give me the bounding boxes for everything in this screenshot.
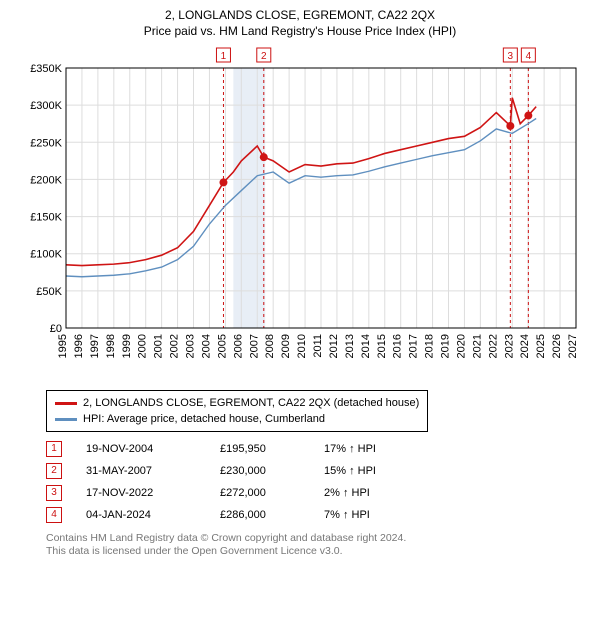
event-date: 17-NOV-2022	[86, 482, 196, 504]
svg-text:2012: 2012	[328, 334, 340, 358]
svg-text:2011: 2011	[312, 334, 324, 358]
event-price: £286,000	[220, 504, 300, 526]
svg-text:2003: 2003	[185, 334, 197, 358]
svg-text:£300K: £300K	[30, 100, 62, 112]
svg-text:2: 2	[261, 51, 267, 62]
svg-text:2018: 2018	[424, 334, 436, 358]
svg-text:2026: 2026	[551, 334, 563, 358]
legend: 2, LONGLANDS CLOSE, EGREMONT, CA22 2QX (…	[46, 390, 428, 432]
svg-text:2023: 2023	[503, 334, 515, 358]
event-date: 19-NOV-2004	[86, 438, 196, 460]
title-main: 2, LONGLANDS CLOSE, EGREMONT, CA22 2QX	[10, 8, 590, 22]
event-marker: 2	[46, 463, 62, 479]
svg-text:2027: 2027	[567, 334, 579, 358]
event-row: 1 19-NOV-2004 £195,950 17% ↑ HPI	[46, 438, 590, 460]
events-table: 1 19-NOV-2004 £195,950 17% ↑ HPI 2 31-MAY-200…	[46, 438, 590, 526]
svg-text:2016: 2016	[392, 334, 404, 358]
svg-text:£100K: £100K	[30, 249, 62, 261]
event-marker: 4	[46, 507, 62, 523]
svg-text:£150K: £150K	[30, 212, 62, 224]
event-price: £272,000	[220, 482, 300, 504]
footer-line1: Contains HM Land Registry data © Crown c…	[46, 532, 590, 545]
legend-swatch-property	[55, 402, 77, 405]
svg-text:1996: 1996	[73, 334, 85, 358]
svg-text:£250K: £250K	[30, 137, 62, 149]
svg-text:2006: 2006	[232, 334, 244, 358]
svg-text:2010: 2010	[296, 334, 308, 358]
event-pct: 2% ↑ HPI	[324, 482, 424, 504]
svg-text:£50K: £50K	[36, 286, 62, 298]
legend-swatch-hpi	[55, 418, 77, 421]
footer: Contains HM Land Registry data © Crown c…	[46, 532, 590, 558]
event-pct: 15% ↑ HPI	[324, 460, 424, 482]
svg-text:2005: 2005	[216, 334, 228, 358]
legend-label-property: 2, LONGLANDS CLOSE, EGREMONT, CA22 2QX (…	[83, 395, 419, 411]
event-row: 4 04-JAN-2024 £286,000 7% ↑ HPI	[46, 504, 590, 526]
event-marker: 3	[46, 485, 62, 501]
svg-text:£0: £0	[50, 323, 62, 335]
svg-text:£350K: £350K	[30, 63, 62, 75]
title-sub: Price paid vs. HM Land Registry's House …	[10, 24, 590, 38]
svg-text:2015: 2015	[376, 334, 388, 358]
footer-line2: This data is licensed under the Open Gov…	[46, 545, 590, 558]
svg-text:4: 4	[526, 51, 532, 62]
legend-row-hpi: HPI: Average price, detached house, Cumb…	[55, 411, 419, 427]
svg-text:2001: 2001	[153, 334, 165, 358]
event-date: 31-MAY-2007	[86, 460, 196, 482]
svg-text:1998: 1998	[105, 334, 117, 358]
svg-text:2014: 2014	[360, 334, 372, 358]
svg-text:2020: 2020	[455, 334, 467, 358]
svg-text:2004: 2004	[200, 334, 212, 358]
svg-text:2025: 2025	[535, 334, 547, 358]
svg-text:2019: 2019	[440, 334, 452, 358]
svg-text:2017: 2017	[408, 334, 420, 358]
event-pct: 7% ↑ HPI	[324, 504, 424, 526]
svg-text:1: 1	[221, 51, 227, 62]
svg-text:2000: 2000	[137, 334, 149, 358]
svg-text:2013: 2013	[344, 334, 356, 358]
svg-text:£200K: £200K	[30, 174, 62, 186]
svg-text:1995: 1995	[57, 334, 69, 358]
event-marker: 1	[46, 441, 62, 457]
event-pct: 17% ↑ HPI	[324, 438, 424, 460]
svg-text:2022: 2022	[487, 334, 499, 358]
svg-text:2021: 2021	[471, 334, 483, 358]
event-row: 3 17-NOV-2022 £272,000 2% ↑ HPI	[46, 482, 590, 504]
legend-row-property: 2, LONGLANDS CLOSE, EGREMONT, CA22 2QX (…	[55, 395, 419, 411]
svg-text:1997: 1997	[89, 334, 101, 358]
legend-label-hpi: HPI: Average price, detached house, Cumb…	[83, 411, 325, 427]
svg-text:2002: 2002	[169, 334, 181, 358]
svg-text:1999: 1999	[121, 334, 133, 358]
svg-text:2009: 2009	[280, 334, 292, 358]
event-row: 2 31-MAY-2007 £230,000 15% ↑ HPI	[46, 460, 590, 482]
svg-text:3: 3	[508, 51, 514, 62]
event-price: £230,000	[220, 460, 300, 482]
event-price: £195,950	[220, 438, 300, 460]
svg-text:2024: 2024	[519, 334, 531, 358]
event-date: 04-JAN-2024	[86, 504, 196, 526]
svg-text:2007: 2007	[248, 334, 260, 358]
svg-text:2008: 2008	[264, 334, 276, 358]
price-chart: £0 £50K £100K £150K £200K £250K £300K £350K 1995…	[22, 42, 582, 382]
